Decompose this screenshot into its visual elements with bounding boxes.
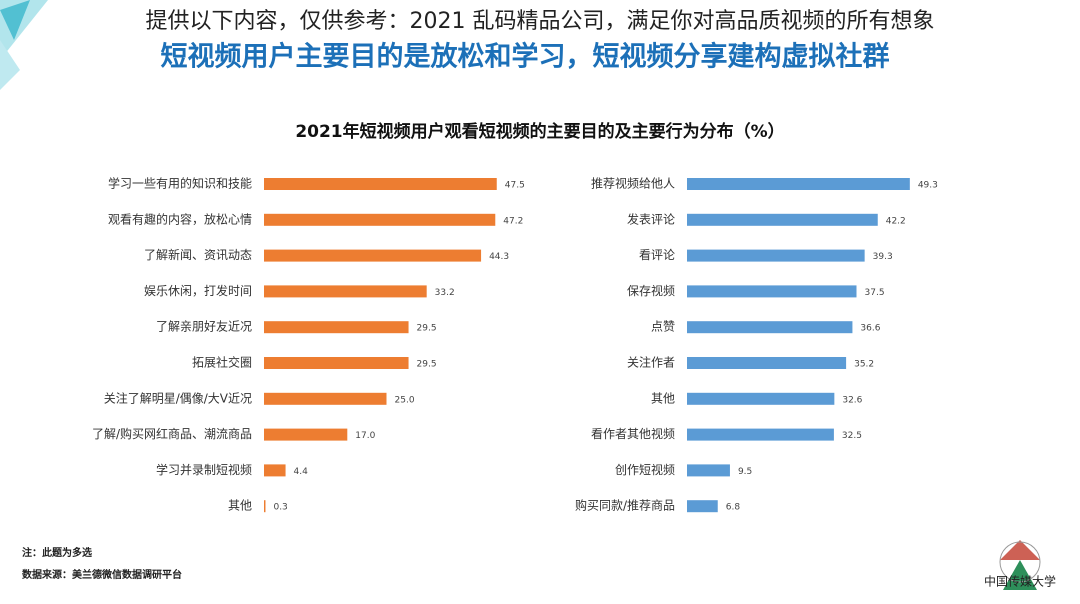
value-label: 42.2 (886, 216, 906, 226)
bar (687, 500, 718, 513)
source: 数据来源：美兰德微信数据调研平台 (22, 568, 182, 581)
value-label: 32.5 (842, 431, 862, 441)
category-label: 购买同款/推荐商品 (575, 498, 675, 513)
category-label: 拓展社交圈 (192, 355, 252, 370)
bar (264, 249, 482, 262)
value-label: 37.5 (865, 288, 885, 298)
value-label: 35.2 (854, 360, 874, 370)
category-label: 学习并录制短视频 (156, 462, 252, 477)
overlay-text: 提供以下内容，仅供参考：2021 乱码精品公司，满足你对高品质视频的所有想象 (146, 9, 935, 34)
bar (264, 500, 266, 513)
bar (687, 178, 910, 190)
category-label: 了解/购买网红商品、潮流商品 (92, 426, 252, 441)
bar (687, 213, 878, 226)
bar (687, 285, 857, 298)
bar (264, 357, 409, 369)
logo-text: 中国传媒大学 (984, 574, 1056, 589)
chart-title: 2021年短视频用户观看短视频的主要目的及主要行为分布（%） (295, 121, 784, 142)
category-label: 其他 (228, 499, 252, 513)
value-label: 33.2 (435, 288, 455, 298)
bar (264, 321, 409, 334)
category-label: 看作者其他视频 (591, 426, 675, 441)
bar (687, 392, 835, 405)
value-label: 32.6 (842, 395, 862, 405)
bar (264, 428, 348, 441)
bar (264, 392, 387, 405)
value-label: 17.0 (355, 431, 375, 441)
value-label: 39.3 (873, 252, 893, 262)
category-label: 保存视频 (627, 283, 675, 298)
value-label: 4.4 (294, 467, 309, 477)
bar (687, 321, 853, 334)
bar (687, 428, 834, 441)
category-label: 了解新闻、资讯动态 (144, 247, 252, 262)
value-label: 47.2 (503, 216, 523, 226)
bar (264, 178, 497, 190)
value-label: 0.3 (273, 503, 287, 513)
headline: 短视频用户主要目的是放松和学习，短视频分享建构虚拟社群 (161, 41, 890, 73)
value-label: 29.5 (417, 360, 437, 370)
category-label: 推荐视频给他人 (591, 176, 675, 191)
bar (687, 249, 865, 262)
category-label: 点赞 (651, 320, 675, 334)
category-label: 创作短视频 (615, 462, 675, 477)
category-label: 关注作者 (627, 355, 675, 370)
category-label: 看评论 (639, 248, 675, 262)
bar (264, 464, 286, 477)
category-label: 发表评论 (627, 211, 675, 226)
bar (687, 464, 730, 477)
note: 注：此题为多选 (22, 546, 92, 559)
category-label: 关注了解明星/偶像/大V近况 (104, 390, 252, 405)
value-label: 9.5 (738, 467, 752, 477)
bar (264, 285, 427, 298)
value-label: 36.6 (860, 324, 880, 334)
bar (264, 213, 496, 226)
decoration (0, 0, 48, 90)
value-label: 47.5 (505, 181, 525, 191)
value-label: 44.3 (489, 252, 509, 262)
category-label: 娱乐休闲，打发时间 (144, 283, 252, 298)
logo (999, 540, 1041, 590)
bar (687, 357, 847, 369)
value-label: 6.8 (726, 503, 741, 513)
value-label: 29.5 (417, 324, 437, 334)
category-label: 其他 (651, 391, 675, 405)
category-label: 了解亲朋好友近况 (156, 320, 252, 334)
category-label: 学习一些有用的知识和技能 (108, 176, 252, 191)
value-label: 49.3 (918, 181, 938, 191)
value-label: 25.0 (395, 395, 415, 405)
category-label: 观看有趣的内容，放松心情 (108, 211, 252, 226)
